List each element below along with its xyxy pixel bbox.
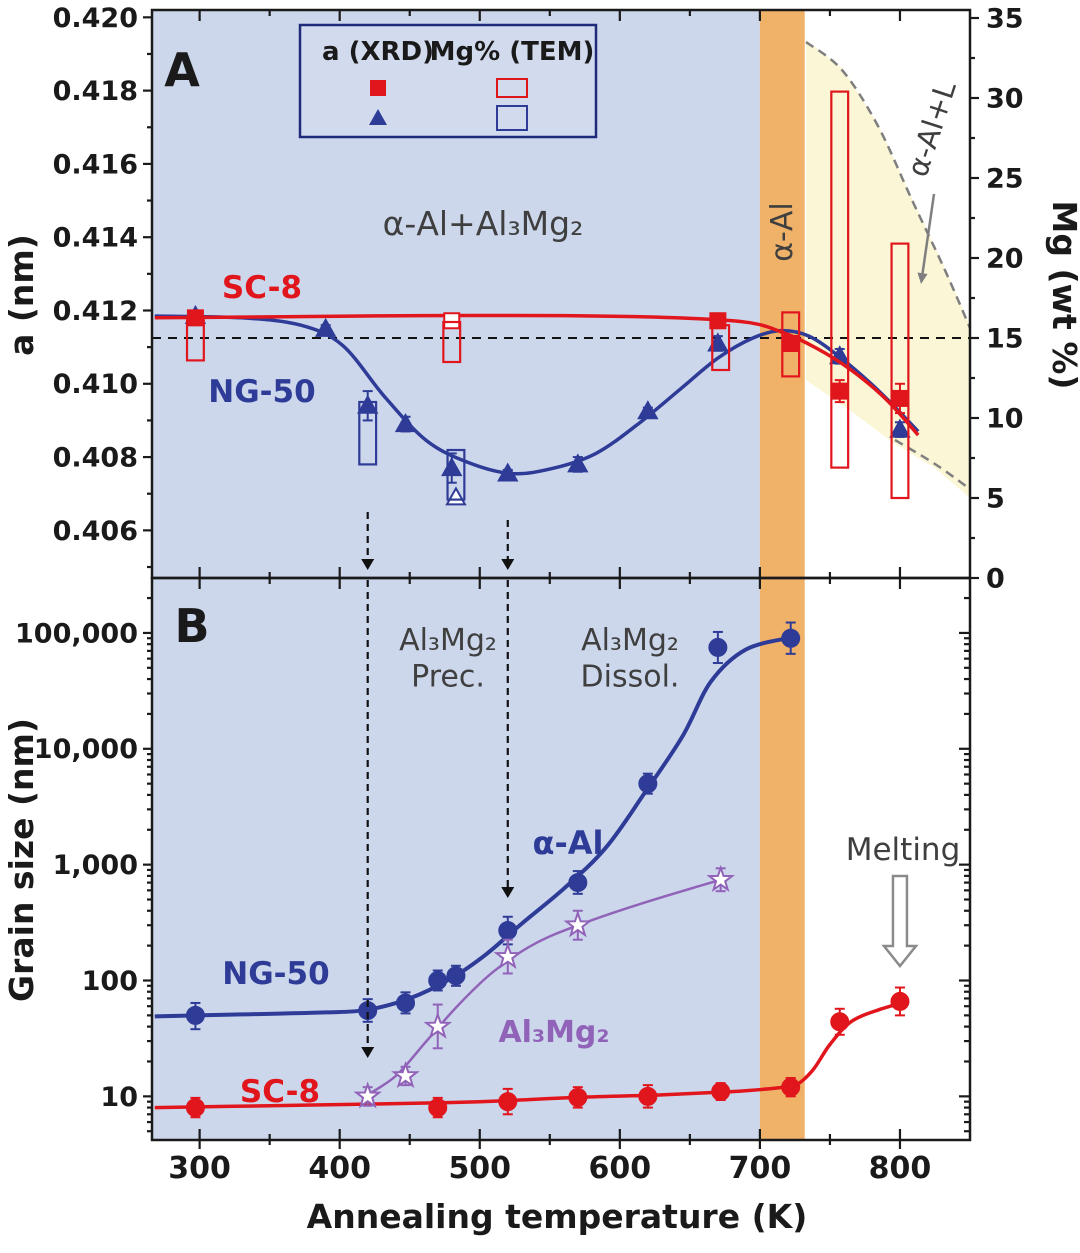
x-axis-title: Annealing temperature (K): [307, 1197, 808, 1236]
annotation-al3mg2-prec: Al₃Mg₂ Prec.: [399, 623, 497, 695]
legend-header-xrd: a (XRD): [322, 37, 434, 67]
series-label-alpha-al: α-Al: [533, 824, 604, 862]
band-alpha-Al+Al3Mg2: [152, 10, 760, 1140]
tick-mg-wt: 35: [986, 3, 1024, 34]
sc-8-mg-tem-range-bar: [711, 324, 731, 372]
sc-8-mg-tem-range-bar: [185, 319, 205, 362]
tick-grain-size: 100,000: [15, 618, 138, 649]
axes: 0.406 0.408 0.410 0.412 0.414 0.416 0.418 0.420…: [15, 3, 1024, 1186]
legend-header-tem: Mg% (TEM): [430, 37, 595, 67]
panel-a-content: [152, 40, 972, 570]
tick-temperature: 500: [448, 1151, 511, 1186]
tick-a-nm: 0.412: [53, 296, 138, 327]
panel-b-frame: [150, 576, 972, 1142]
legend-range-sc-8: [496, 78, 528, 98]
melting-arrow: [881, 874, 919, 969]
phase-label-alphaal: α-Al: [765, 202, 800, 261]
tick-mg-wt: 10: [986, 403, 1024, 434]
tick-mg-wt: 15: [986, 323, 1024, 354]
panel-label-b: B: [174, 599, 209, 653]
series-ng-50-mg-tem: [358, 400, 466, 501]
tick-temperature: 300: [168, 1151, 231, 1186]
tick-a-nm: 0.416: [53, 149, 138, 180]
tick-mg-wt: 5: [986, 483, 1005, 514]
tick-a-nm: 0.408: [53, 443, 138, 474]
ng-50-alpha-al-grain-size-curve: [154, 635, 792, 1019]
tick-temperature: 800: [869, 1151, 932, 1186]
ng-50-a-xrd-curve: [154, 314, 920, 476]
tick-mg-wt: 20: [986, 243, 1024, 274]
series-label-ng50-b: NG-50: [222, 956, 329, 992]
panel-label-a: A: [164, 43, 200, 97]
legend-box: [298, 23, 598, 139]
y-axis-title-mg: Mg (wt %): [1045, 201, 1080, 390]
annotation-melting: Melting: [846, 832, 961, 868]
ng-50-mg-tem-range-bar: [358, 400, 378, 466]
series-label-al3mg2: Al₃Mg₂: [498, 1015, 609, 1050]
phase-label-alphaal-l: α-Al+L: [900, 77, 963, 181]
tick-mg-wt: 25: [986, 163, 1024, 194]
panel-b-content: [154, 580, 919, 1119]
phase-bands: [152, 10, 970, 1140]
series-al3mg2-grain-size: [353, 864, 735, 1109]
tick-temperature: 400: [308, 1151, 371, 1186]
tick-mg-wt: 0: [986, 563, 1005, 594]
tick-grain-size: 100: [82, 966, 138, 997]
sc-8-mg-tem-range-bar: [781, 311, 801, 378]
tick-a-nm: 0.410: [53, 369, 138, 400]
sc-8-mg-tem-range-bar: [442, 320, 462, 364]
tick-temperature: 700: [729, 1151, 792, 1186]
legend-range-ng-50: [496, 105, 528, 131]
legend-marker-ng-50: [369, 109, 387, 125]
sc-8-mg-tem-range-bar: [830, 90, 850, 469]
tick-a-nm: 0.406: [53, 516, 138, 547]
series-sc-8-a-xrd: [154, 309, 920, 437]
tick-grain-size: 10,000: [34, 734, 138, 765]
legend: a (XRD)Mg% (TEM): [298, 23, 598, 139]
annotation-al3mg2-dissol: Al₃Mg₂ Dissol.: [581, 623, 680, 695]
series-sc-8-mg-tem: [185, 90, 910, 500]
tick-grain-size: 1,000: [53, 850, 138, 881]
sc-8-mg-tem-range-bar: [890, 242, 910, 500]
tick-a-nm: 0.414: [53, 223, 138, 254]
tick-mg-wt: 30: [986, 83, 1024, 114]
annotations: Aα-Al+Al₃Mg₂ SC-8 NG-50 α-Al α-Al+L B Al₃Mg₂ Pr…: [2, 43, 1080, 1236]
tick-a-nm: 0.420: [53, 3, 138, 34]
pointer-arrow-alphaal-l: [920, 193, 936, 277]
y-axis-title-a: a (nm): [2, 234, 41, 356]
phase-boundary-upper: [805, 40, 972, 329]
legend-marker-sc-8: [370, 80, 386, 96]
series-label-ng50: NG-50: [208, 374, 315, 410]
series-label-sc8-b: SC-8: [240, 1074, 320, 1110]
sc-8-a-xrd-curve: [154, 313, 920, 437]
tick-grain-size: 10: [100, 1082, 138, 1113]
series-label-sc8: SC-8: [222, 270, 302, 306]
band-alpha-Al: [759, 10, 805, 1140]
y-axis-title-grainsize: Grain size (nm): [2, 718, 41, 1002]
phase-boundary-lower: [894, 438, 971, 491]
ng-50-mg-tem-range-bar: [446, 448, 466, 501]
phase-label-alal3mg2: α-Al+Al₃Mg₂: [383, 204, 584, 243]
tick-a-nm: 0.418: [53, 76, 138, 107]
tick-temperature: 600: [589, 1151, 652, 1186]
